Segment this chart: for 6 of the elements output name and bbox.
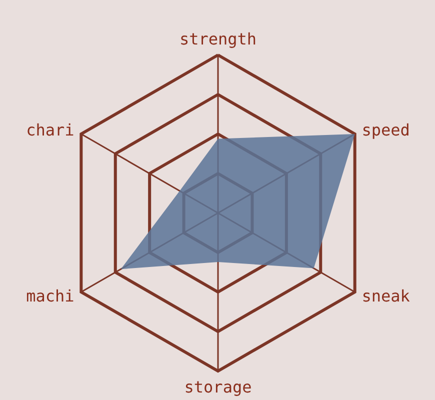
spoke-label: speed [362,120,410,140]
spoke-label: storage [184,378,252,396]
spoke-label: chari [26,120,74,140]
spoke-label: strength [179,30,257,48]
spoke-label: sneak [362,286,410,306]
spoke-label: machi [26,286,74,306]
